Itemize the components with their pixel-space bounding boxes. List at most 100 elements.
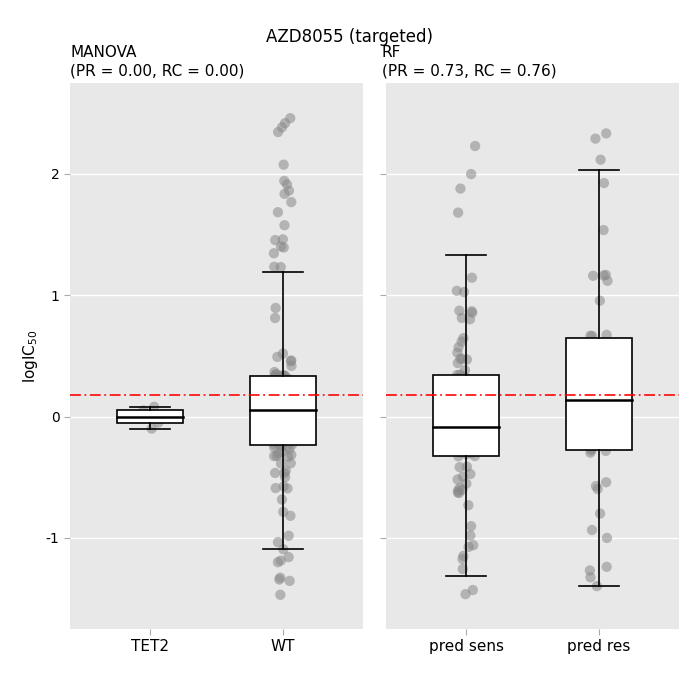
Point xyxy=(464,445,475,456)
Point xyxy=(600,386,611,397)
Point xyxy=(457,399,468,410)
Bar xyxy=(433,375,499,455)
Point xyxy=(270,385,281,396)
Point xyxy=(465,530,476,541)
Point xyxy=(270,303,281,314)
Point xyxy=(269,261,280,272)
Point xyxy=(594,368,606,379)
Point xyxy=(454,482,466,493)
Point xyxy=(469,401,480,413)
Point xyxy=(274,574,285,585)
Point xyxy=(592,580,603,591)
Point xyxy=(468,540,479,551)
Point xyxy=(461,478,472,489)
Point xyxy=(598,408,610,419)
Point xyxy=(278,507,289,518)
Point xyxy=(279,176,290,187)
Point xyxy=(469,432,480,443)
Point xyxy=(278,370,289,381)
Point xyxy=(286,449,297,460)
Point xyxy=(590,133,601,144)
Point xyxy=(270,467,281,478)
Point xyxy=(279,379,290,390)
Point xyxy=(452,347,463,358)
Point xyxy=(268,248,279,259)
Point xyxy=(461,461,472,472)
Point xyxy=(594,393,606,404)
Point xyxy=(272,207,284,218)
Point xyxy=(269,442,280,453)
Point xyxy=(278,159,289,170)
Point xyxy=(279,189,290,200)
Point xyxy=(460,589,471,600)
Point xyxy=(454,417,465,428)
Point xyxy=(584,447,596,458)
Point xyxy=(458,413,469,424)
Point xyxy=(465,468,476,480)
Point xyxy=(272,537,284,548)
Point xyxy=(463,541,474,552)
Point xyxy=(284,397,295,408)
Point xyxy=(461,354,472,365)
Point xyxy=(601,561,612,572)
Point xyxy=(274,401,285,412)
Point xyxy=(278,481,289,492)
Point xyxy=(275,261,286,272)
Point xyxy=(598,437,610,448)
Point xyxy=(286,395,297,406)
Point xyxy=(594,508,606,519)
Point xyxy=(452,285,463,296)
Text: MANOVA: MANOVA xyxy=(70,45,136,60)
Point xyxy=(465,433,476,444)
Point xyxy=(271,451,282,462)
Point xyxy=(452,370,463,381)
Point xyxy=(270,482,281,493)
Point xyxy=(601,128,612,139)
Point xyxy=(587,441,598,452)
Point xyxy=(587,330,598,341)
Point xyxy=(286,410,297,421)
Point xyxy=(270,369,281,380)
Point xyxy=(278,436,289,447)
Point xyxy=(284,404,295,415)
Point xyxy=(602,275,613,286)
Point xyxy=(466,305,477,316)
Point xyxy=(461,441,472,452)
Point xyxy=(280,427,291,438)
Point xyxy=(596,419,608,430)
Point xyxy=(584,565,596,576)
Point xyxy=(587,375,598,386)
Point xyxy=(277,348,288,359)
Point xyxy=(278,544,289,555)
Point xyxy=(282,408,293,419)
Point xyxy=(285,417,296,428)
Point xyxy=(281,415,292,426)
Text: RF: RF xyxy=(382,45,401,60)
Point xyxy=(275,241,286,252)
Point xyxy=(274,433,285,444)
Point xyxy=(457,563,468,574)
Point xyxy=(584,571,596,583)
Point xyxy=(142,411,153,422)
Point xyxy=(456,431,468,442)
Point xyxy=(281,442,292,453)
Point xyxy=(282,427,293,438)
Point xyxy=(285,510,296,521)
Point xyxy=(276,402,287,413)
Point xyxy=(272,126,284,138)
Text: (PR = 0.00, RC = 0.00): (PR = 0.00, RC = 0.00) xyxy=(70,64,244,79)
Point xyxy=(456,353,468,364)
Point xyxy=(455,183,466,194)
Point xyxy=(458,394,469,405)
Point xyxy=(272,352,283,363)
Point xyxy=(270,380,281,391)
Point xyxy=(595,154,606,165)
Point xyxy=(269,366,280,377)
Point xyxy=(464,314,475,325)
Point xyxy=(279,385,290,396)
Point xyxy=(284,401,295,413)
Point xyxy=(468,381,479,392)
Point xyxy=(458,332,469,343)
Point xyxy=(283,551,294,562)
Point xyxy=(281,433,293,444)
